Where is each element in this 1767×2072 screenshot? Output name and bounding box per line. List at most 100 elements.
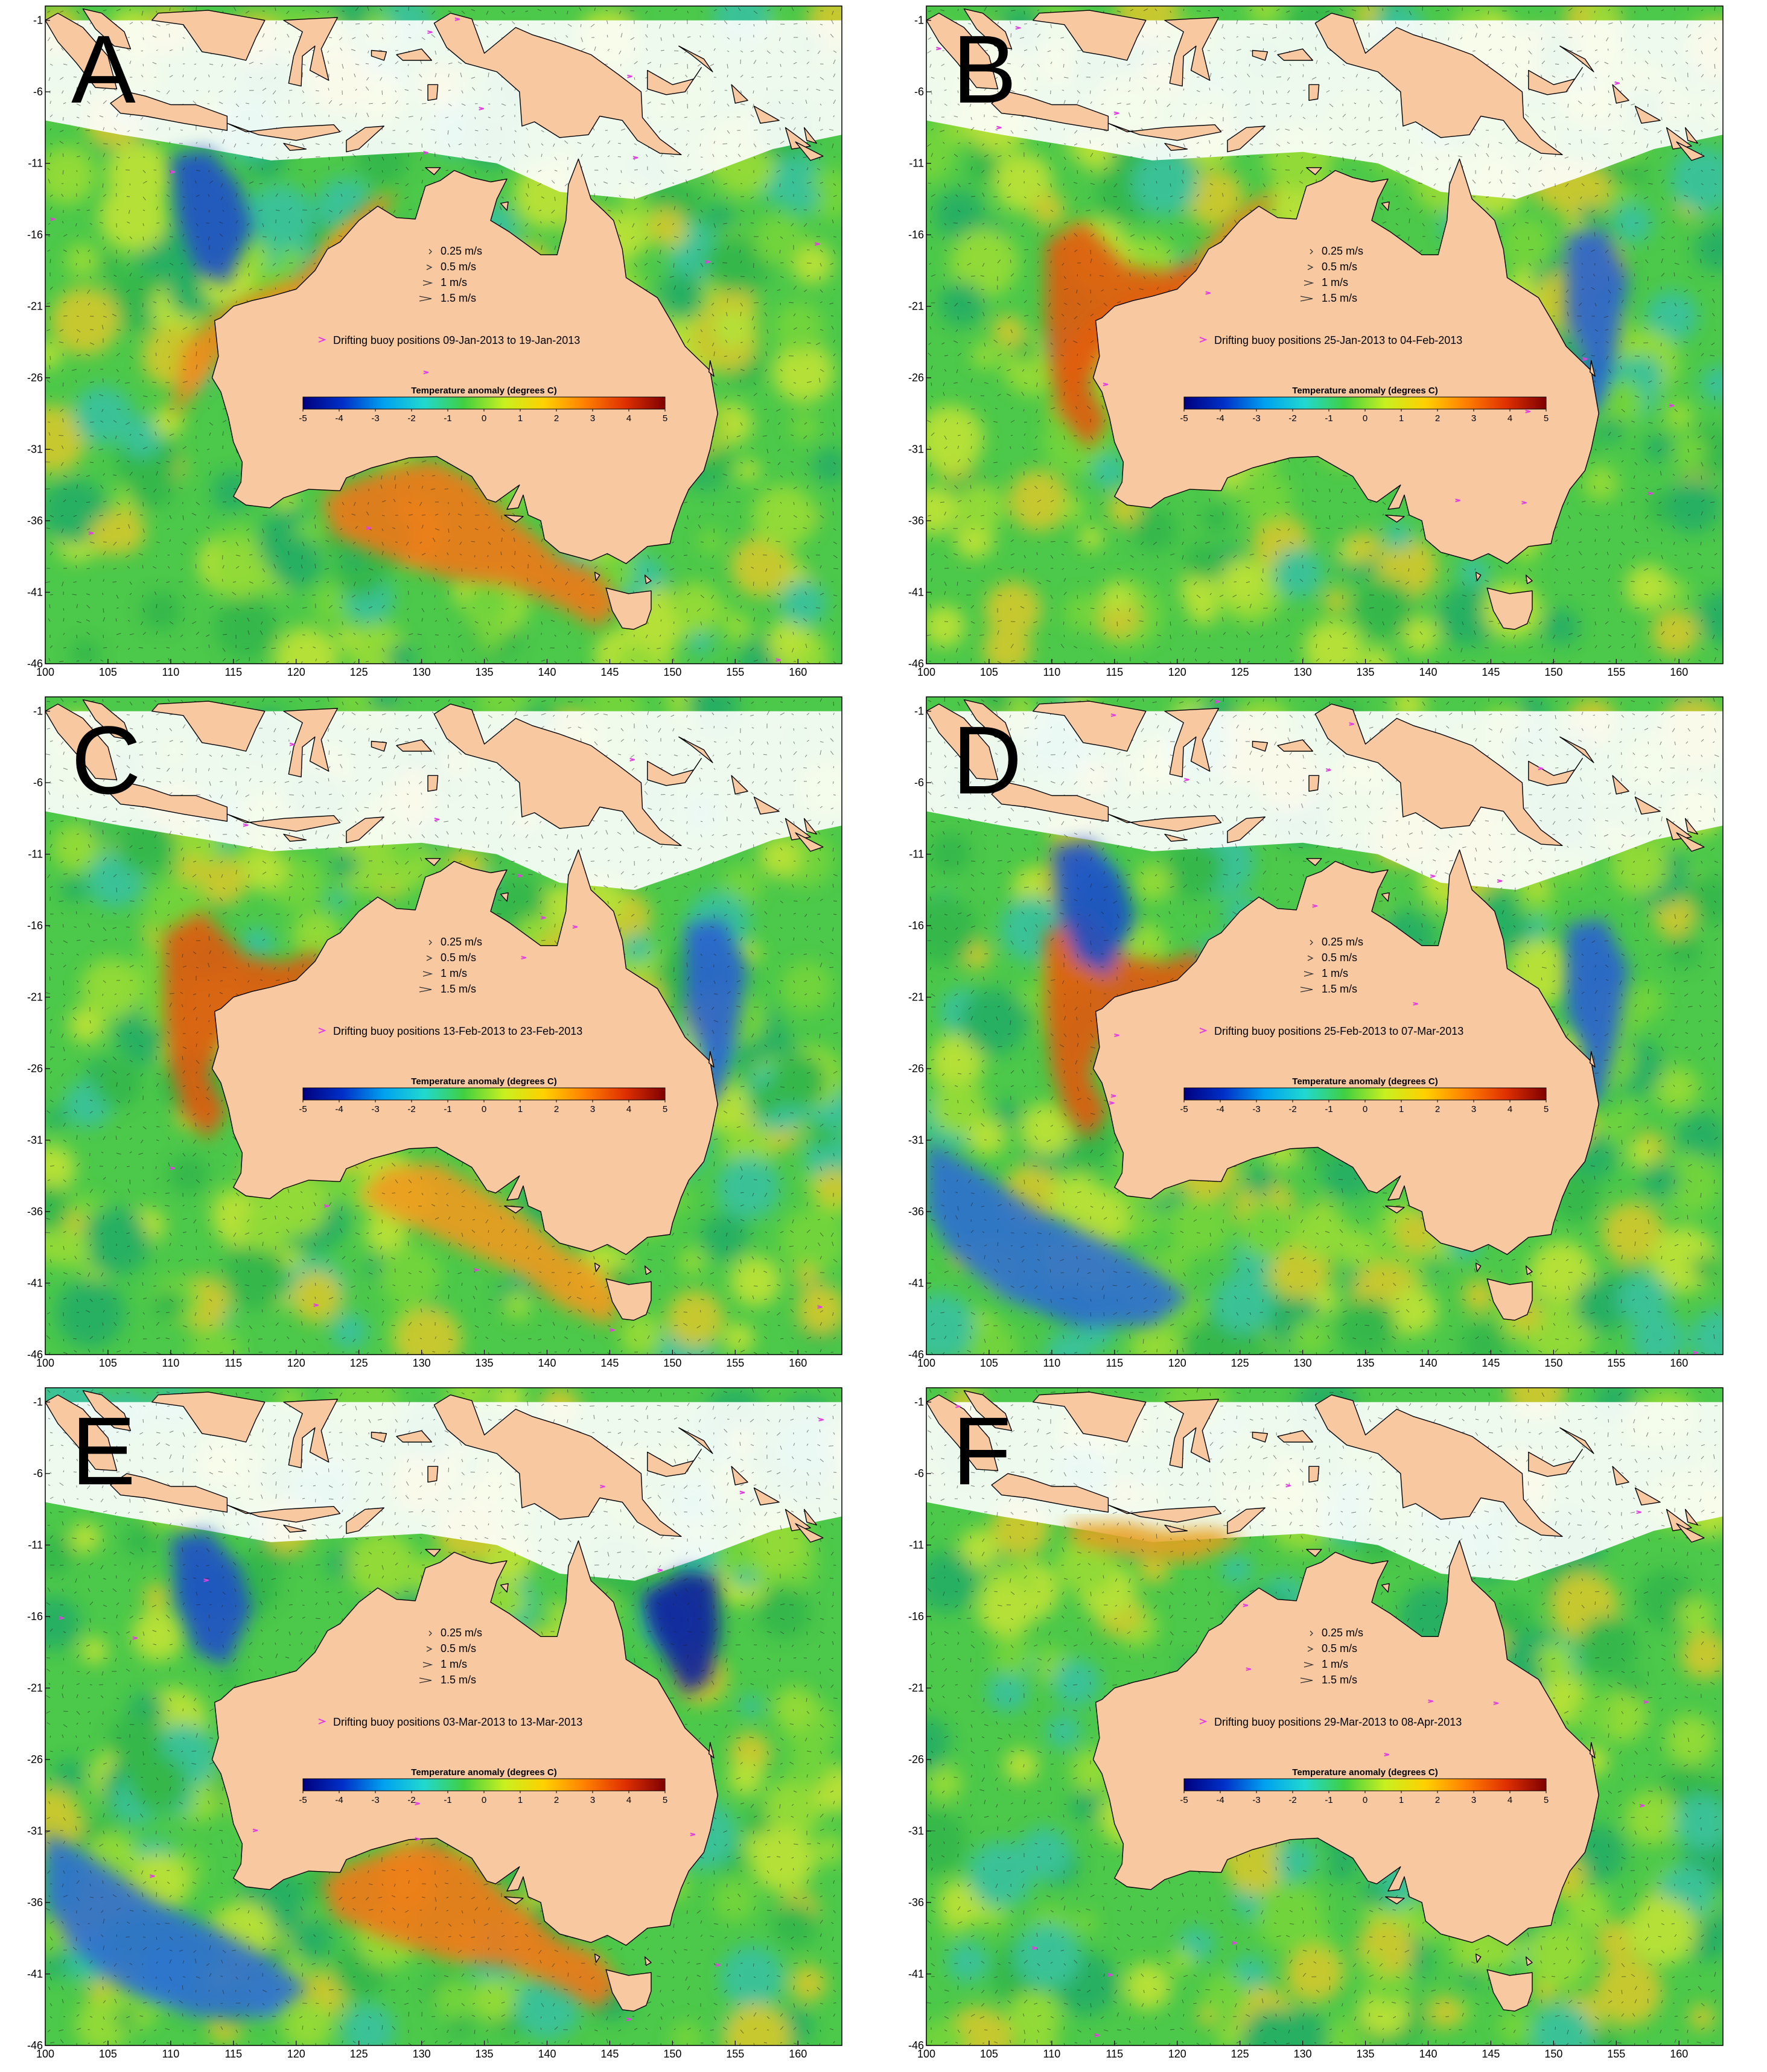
lon-tick-label: 150 — [1544, 1357, 1562, 1369]
colorbar-tick-label: 4 — [1508, 1104, 1512, 1114]
island-landmass — [647, 758, 702, 786]
lon-tick-label: 100 — [917, 2048, 935, 2060]
island-landmass — [396, 48, 432, 61]
island-landmass — [678, 736, 713, 763]
map-frame — [926, 1387, 1724, 2046]
island-landmass — [1381, 201, 1390, 211]
island-landmass — [1164, 833, 1188, 842]
lat-tick-label: -31 — [27, 443, 43, 456]
island-landmass — [1277, 48, 1313, 61]
island-landmass — [1107, 1504, 1222, 1523]
lat-tick-label: -16 — [908, 1610, 924, 1622]
lon-tick-label: 140 — [538, 1357, 556, 1369]
colorbar-tick-label: -1 — [1325, 1795, 1332, 1805]
lon-tick-label: 130 — [413, 2048, 431, 2060]
island-landmass — [991, 91, 1109, 131]
lon-tick-label: 110 — [1043, 666, 1061, 678]
island-landmass — [1107, 813, 1222, 832]
anomaly-south-west — [45, 1831, 309, 2017]
lon-tick-label: 105 — [980, 1357, 998, 1369]
tasmania-landmass — [605, 587, 652, 630]
colorbar-tick-label: 4 — [626, 1104, 631, 1114]
colorbar-tick-label: -5 — [1180, 413, 1188, 424]
new-guinea-landmass — [433, 704, 682, 847]
island-landmass — [1164, 1399, 1219, 1469]
lon-tick-label: 110 — [162, 2048, 180, 2060]
map-frame — [45, 5, 842, 664]
speed-legend: 0.25 m/s 0.5 m/s 1 m/s 1.5 m/s — [1300, 245, 1363, 304]
lon-tick-label: 140 — [538, 666, 556, 678]
island-landmass — [425, 167, 441, 176]
speed-legend-label: 0.5 m/s — [1322, 261, 1357, 273]
colorbar-tick-label: -1 — [444, 413, 451, 424]
anomaly-south-coast — [358, 1162, 623, 1326]
map-frame — [926, 5, 1724, 664]
lon-tick-label: 150 — [663, 666, 681, 678]
lon-tick-label: 150 — [663, 2048, 681, 2060]
colorbar-tick-label: -4 — [335, 413, 343, 424]
island-landmass — [1676, 1523, 1705, 1543]
temperature-colorbar: Temperature anomaly (degrees C) -5 -4 -3 -2 -… — [1180, 1767, 1549, 1805]
colorbar-tick-label: 2 — [1435, 1795, 1440, 1805]
speed-legend-label: 0.5 m/s — [441, 952, 476, 964]
island-landmass — [82, 8, 132, 49]
island-landmass — [594, 1262, 600, 1273]
panel-letter: C — [71, 706, 141, 814]
colorbar-tick-label: -2 — [407, 1104, 415, 1114]
island-landmass — [45, 13, 118, 90]
island-landmass — [425, 858, 441, 866]
colorbar-tick-label: 2 — [554, 413, 559, 424]
island-landmass — [753, 106, 780, 124]
speed-legend-label: 1.5 m/s — [441, 292, 476, 304]
speed-legend-label: 0.25 m/s — [441, 245, 482, 257]
buoy-legend-label: Drifting buoy positions 09-Jan-2013 to 1… — [333, 334, 580, 346]
colorbar-tick-label: 4 — [1508, 1795, 1512, 1805]
lon-tick-label: 160 — [1670, 666, 1688, 678]
island-landmass — [396, 1430, 432, 1443]
island-landmass — [1164, 1524, 1188, 1533]
buoy-legend-label: Drifting buoy positions 29-Mar-2013 to 0… — [1214, 1716, 1462, 1728]
lat-tick-label: -36 — [908, 515, 924, 527]
island-landmass — [731, 1466, 748, 1486]
speed-legend: 0.25 m/s 0.5 m/s 1 m/s 1.5 m/s — [419, 936, 482, 995]
australia-landmass — [1092, 849, 1599, 1255]
lat-tick-label: -41 — [27, 1968, 43, 1980]
colorbar-tick-label: -4 — [1216, 1795, 1224, 1805]
lat-tick-label: -11 — [28, 848, 43, 860]
speed-legend: 0.25 m/s 0.5 m/s 1 m/s 1.5 m/s — [1300, 1627, 1363, 1686]
island-landmass — [708, 1051, 715, 1068]
island-landmass — [1381, 892, 1390, 902]
lat-tick-label: -41 — [908, 586, 924, 599]
lat-tick-label: -1 — [33, 14, 43, 27]
lat-tick-label: -11 — [28, 1539, 43, 1551]
lat-tick-label: -41 — [27, 1277, 43, 1289]
colorbar-tick-label: 2 — [1435, 1104, 1440, 1114]
lat-tick-label: -21 — [908, 991, 924, 1003]
speed-legend-label: 1 m/s — [441, 967, 467, 979]
colorbar-title: Temperature anomaly (degrees C) — [411, 386, 556, 396]
map-frame — [45, 696, 842, 1355]
island-landmass — [110, 91, 228, 131]
lon-tick-label: 105 — [99, 1357, 117, 1369]
colorbar-tick-label: 5 — [663, 1104, 667, 1114]
island-landmass — [504, 514, 524, 523]
temperature-colorbar: Temperature anomaly (degrees C) -5 -4 -3 -2 -… — [1180, 1076, 1549, 1114]
speed-legend: 0.25 m/s 0.5 m/s 1 m/s 1.5 m/s — [1300, 936, 1363, 995]
speed-legend-label: 0.25 m/s — [441, 1627, 482, 1639]
no-data-region — [45, 20, 842, 199]
map-frame — [45, 1387, 842, 2046]
lat-tick-label: -26 — [908, 372, 924, 384]
lat-tick-label: -1 — [914, 14, 924, 27]
no-data-region — [926, 711, 1723, 890]
island-landmass — [731, 84, 748, 104]
lat-tick-label: -26 — [27, 1753, 43, 1765]
colorbar-tick-label: 0 — [482, 1104, 486, 1114]
lat-tick-label: -1 — [33, 1396, 43, 1408]
colorbar-tick-label: -5 — [1180, 1104, 1188, 1114]
island-landmass — [1381, 1583, 1390, 1593]
lat-tick-label: -26 — [27, 372, 43, 384]
colorbar-tick-label: -3 — [1252, 413, 1260, 424]
island-landmass — [1227, 1507, 1266, 1534]
lat-tick-label: -1 — [33, 705, 43, 717]
island-landmass — [753, 796, 780, 815]
